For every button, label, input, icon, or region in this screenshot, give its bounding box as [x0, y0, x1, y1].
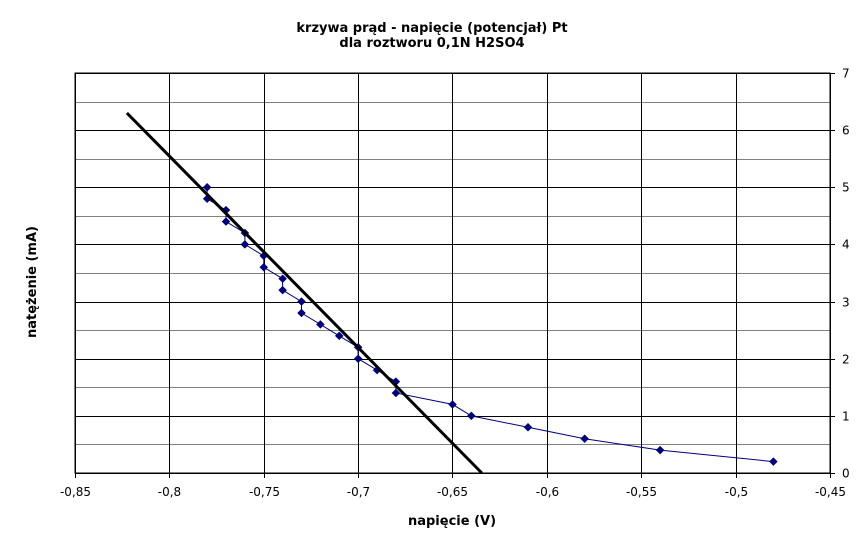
data-point: [655, 445, 665, 455]
series-line: [206, 187, 774, 463]
data-point: [448, 400, 457, 409]
y-tick-label: 1: [842, 410, 850, 424]
data-point: [202, 182, 212, 192]
x-tick-label: -0,75: [249, 485, 280, 499]
y-tick-label: 4: [842, 238, 850, 252]
x-tick-label: -0,65: [437, 485, 468, 499]
data-point: [297, 297, 306, 306]
grid: [75, 73, 831, 474]
data-point: [523, 422, 533, 432]
x-tick-label: -0,5: [725, 485, 748, 499]
y-axis-label: natężenie (mA): [25, 226, 40, 338]
data-point: [221, 217, 231, 226]
data-point: [259, 262, 269, 272]
x-tick-label: -0,6: [536, 485, 559, 499]
data-point: [391, 388, 401, 398]
x-axis-label: napięcie (V): [408, 514, 496, 529]
data-point: [353, 354, 363, 364]
chart-subtitle: dla roztworu 0,1N H2SO4: [339, 36, 524, 51]
x-tick-label: -0,45: [815, 485, 846, 499]
trend-line: [125, 111, 483, 475]
data-point: [297, 308, 306, 318]
data-point: [334, 331, 344, 341]
data-point: [278, 285, 287, 295]
chart-title: krzywa prąd - napięcie (potencjał) Pt: [296, 21, 567, 36]
data-point: [467, 411, 476, 421]
x-tick-label: -0,8: [158, 485, 181, 499]
y-axis: 0 1 2 3 4 5 6 7: [830, 67, 850, 481]
x-axis: -0,85 -0,8 -0,75 -0,7 -0,65 -0,6 -0,55 -0,5 -0,4…: [60, 473, 846, 499]
y-tick-label: 6: [842, 124, 850, 138]
series-group: [125, 111, 778, 475]
y-tick-label: 7: [842, 67, 850, 81]
y-tick-label: 3: [842, 296, 850, 310]
data-point: [278, 274, 287, 284]
data-point: [316, 320, 325, 329]
y-tick-label: 5: [842, 181, 850, 195]
data-point: [580, 434, 589, 444]
data-point: [240, 240, 250, 249]
data-point: [769, 457, 778, 466]
y-tick-label: 0: [842, 467, 850, 481]
x-tick-label: -0,85: [60, 485, 91, 499]
y-tick-label: 2: [842, 353, 850, 367]
x-tick-label: -0,7: [347, 485, 370, 499]
x-tick-label: -0,55: [626, 485, 657, 499]
